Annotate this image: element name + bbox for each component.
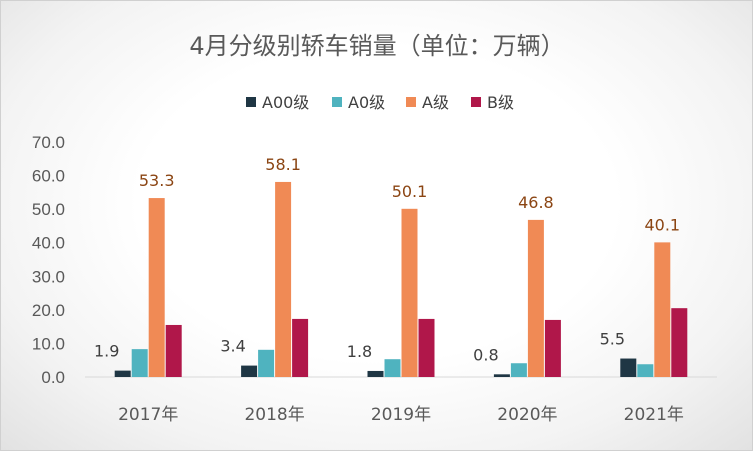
y-tick-label: 70.0 [32,133,65,152]
bar [544,319,561,377]
bar [637,364,654,377]
data-label: 0.8 [473,345,498,364]
bar [671,308,688,377]
bar [367,370,384,377]
y-tick-label: 50.0 [32,200,65,219]
bar [114,370,131,377]
data-label: 5.5 [600,330,625,349]
data-label: 46.8 [518,193,554,212]
y-tick-label: 30.0 [32,267,65,286]
legend-swatch [246,97,256,107]
bar [384,359,401,377]
legend: A00级 A0级 A级 B级 [246,93,514,112]
data-label: 40.1 [644,215,680,234]
bar [258,349,275,377]
bar [527,219,544,377]
data-label: 1.9 [94,342,119,361]
bar [241,365,258,377]
legend-swatch [471,97,481,107]
bar [292,318,309,377]
y-tick-label: 40.0 [32,234,65,253]
legend-label: A0级 [348,93,385,112]
x-tick-label: 2017年 [118,405,178,425]
y-tick-label: 20.0 [32,301,65,320]
data-label: 58.1 [265,155,301,174]
legend-swatch [406,97,416,107]
legend-label: A00级 [262,93,309,112]
x-tick-label: 2021年 [624,405,684,425]
legend-label: B级 [487,93,514,112]
legend-label: A级 [422,93,449,112]
x-tick-label: 2020年 [497,405,557,425]
y-tick-label: 60.0 [32,167,65,186]
y-axis: 0.0 10.0 20.0 30.0 40.0 50.0 60.0 70.0 [32,133,65,387]
bar [148,198,165,377]
bar [131,349,148,377]
bar [654,242,671,377]
bar [620,358,637,377]
data-label: 53.3 [139,171,175,190]
data-label: 1.8 [347,342,372,361]
bar [493,374,510,377]
bar [510,363,527,377]
bar [275,181,292,377]
data-label: 3.4 [220,337,245,356]
y-tick-label: 10.0 [32,334,65,353]
y-tick-label: 0.0 [41,368,65,387]
bar [165,324,182,377]
bars: 1.9 3.4 1.8 0.8 5.5 53.3 58.1 50.1 46.8 40.1 [94,155,688,377]
bar [401,208,418,377]
x-tick-label: 2018年 [244,405,304,425]
legend-swatch [332,97,342,107]
chart-title: 4月分级别轿车销量（单位：万辆） [189,32,564,60]
x-axis: 2017年 2018年 2019年 2020年 2021年 [118,405,684,425]
x-tick-label: 2019年 [371,405,431,425]
data-label: 50.1 [392,182,428,201]
bar [418,318,435,377]
